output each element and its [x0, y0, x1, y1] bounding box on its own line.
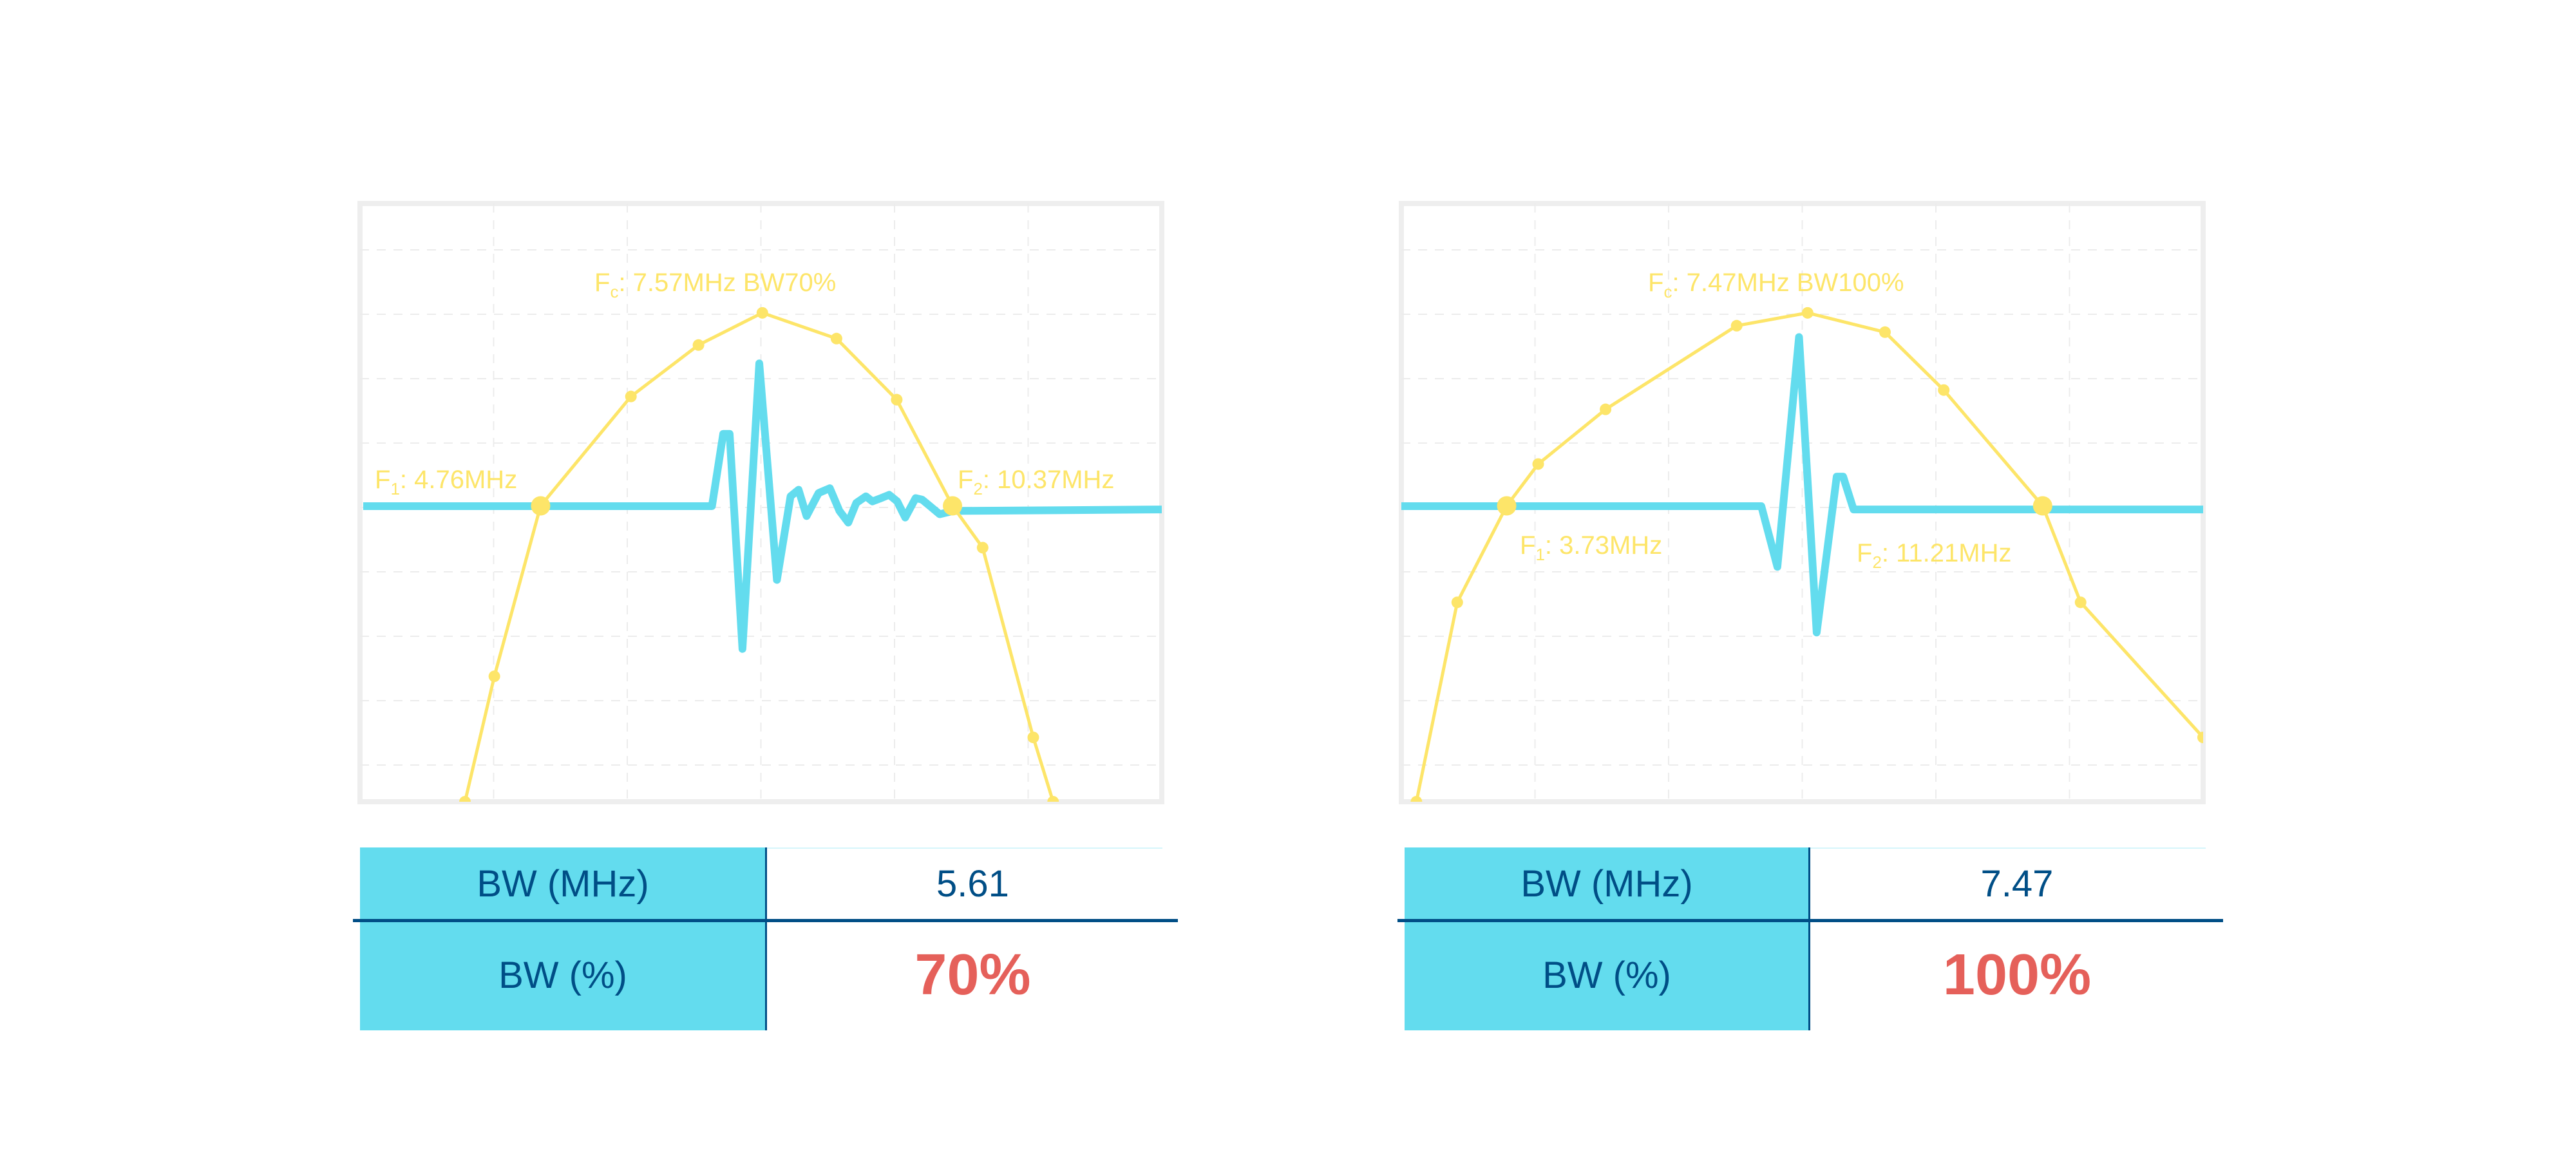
bw-mhz-value: 5.61 — [936, 863, 1009, 905]
bw-percent-value: 100% — [1942, 943, 2092, 1007]
row-divider — [1397, 919, 2223, 922]
bw-mhz-label: BW (MHz) — [360, 847, 766, 920]
response-point — [1879, 326, 1891, 338]
pulse-waveform — [363, 359, 1162, 653]
response-point — [1047, 796, 1059, 802]
f1-label: F1: 4.76MHz — [375, 466, 517, 498]
response-point — [830, 332, 842, 345]
chart-bw100: Fc: 7.47MHz BW100% F1: 3.73MHz F2: 11.21… — [1399, 201, 2206, 804]
bw-percent-label: BW (%) — [1405, 920, 1809, 1030]
response-point — [1410, 796, 1423, 802]
pulse-waveform — [1401, 333, 2203, 637]
response-point — [625, 390, 637, 402]
response-point — [976, 542, 989, 554]
fc-label: Fc: 7.47MHz BW100% — [1648, 269, 1904, 301]
table-top-border — [1809, 847, 2206, 849]
response-point — [2074, 596, 2087, 609]
bw-percent-value: 70% — [914, 943, 1031, 1007]
cutoff-marker — [531, 496, 551, 516]
response-point — [459, 796, 471, 802]
response-point — [1600, 403, 1612, 415]
bw-mhz-value: 7.47 — [1980, 863, 2054, 905]
response-point — [1801, 307, 1814, 319]
column-divider — [1808, 847, 1810, 1030]
response-point — [692, 339, 705, 351]
response-point — [1451, 596, 1463, 609]
response-point — [2197, 732, 2203, 744]
response-point — [1532, 458, 1544, 470]
f2-label: F2: 10.37MHz — [958, 466, 1114, 498]
bw-percent-label: BW (%) — [360, 920, 766, 1030]
frequency-response-line — [463, 311, 1055, 802]
f2-label: F2: 11.21MHz — [1857, 539, 2011, 572]
chart-bw70: Fc: 7.57MHz BW70% F1: 4.76MHz F2: 10.37M… — [357, 201, 1164, 804]
column-divider — [765, 847, 767, 1030]
bw-mhz-label: BW (MHz) — [1405, 847, 1809, 920]
table-top-border — [766, 847, 1162, 849]
response-point — [488, 670, 500, 683]
cutoff-marker — [2032, 496, 2052, 516]
f1-label: F1: 3.73MHz — [1520, 531, 1662, 564]
cutoff-marker — [1497, 496, 1517, 516]
response-point — [891, 393, 903, 406]
frequency-response-line — [1414, 311, 2203, 802]
response-point — [1027, 732, 1039, 744]
response-point — [1730, 319, 1743, 332]
response-point — [756, 307, 768, 319]
fc-label: Fc: 7.57MHz BW70% — [594, 269, 836, 301]
response-point — [1938, 384, 1950, 396]
cutoff-marker — [943, 496, 963, 516]
